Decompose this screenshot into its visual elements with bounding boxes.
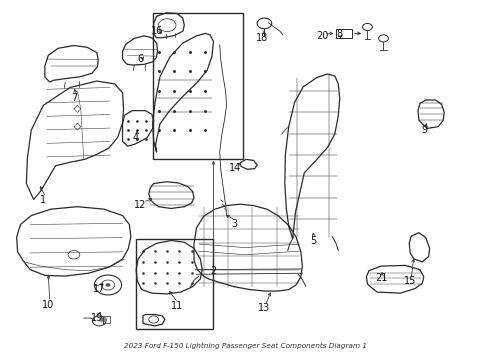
Text: 1: 1 <box>40 194 47 204</box>
Text: 11: 11 <box>171 301 183 311</box>
Text: 5: 5 <box>310 236 316 246</box>
Text: 16: 16 <box>151 26 164 36</box>
Text: 12: 12 <box>134 200 147 210</box>
Text: 17: 17 <box>93 284 105 293</box>
Text: 4: 4 <box>133 133 139 143</box>
Text: 2023 Ford F-150 Lightning Passenger Seat Components Diagram 1: 2023 Ford F-150 Lightning Passenger Seat… <box>123 343 367 349</box>
Text: 20: 20 <box>317 31 329 41</box>
Circle shape <box>99 317 107 322</box>
Text: 13: 13 <box>258 303 270 313</box>
Text: 7: 7 <box>71 93 77 103</box>
Circle shape <box>105 283 110 287</box>
Text: 6: 6 <box>138 54 144 64</box>
Text: 9: 9 <box>422 125 428 135</box>
Text: 19: 19 <box>91 313 103 323</box>
Text: 18: 18 <box>256 33 268 43</box>
Text: 21: 21 <box>375 273 387 283</box>
Text: 2: 2 <box>210 266 217 276</box>
Text: 10: 10 <box>42 300 54 310</box>
Text: 15: 15 <box>404 276 416 287</box>
Bar <box>153 13 243 159</box>
Text: 8: 8 <box>337 29 343 39</box>
Text: 3: 3 <box>231 220 237 229</box>
Bar <box>136 239 214 329</box>
Text: 14: 14 <box>229 163 242 172</box>
